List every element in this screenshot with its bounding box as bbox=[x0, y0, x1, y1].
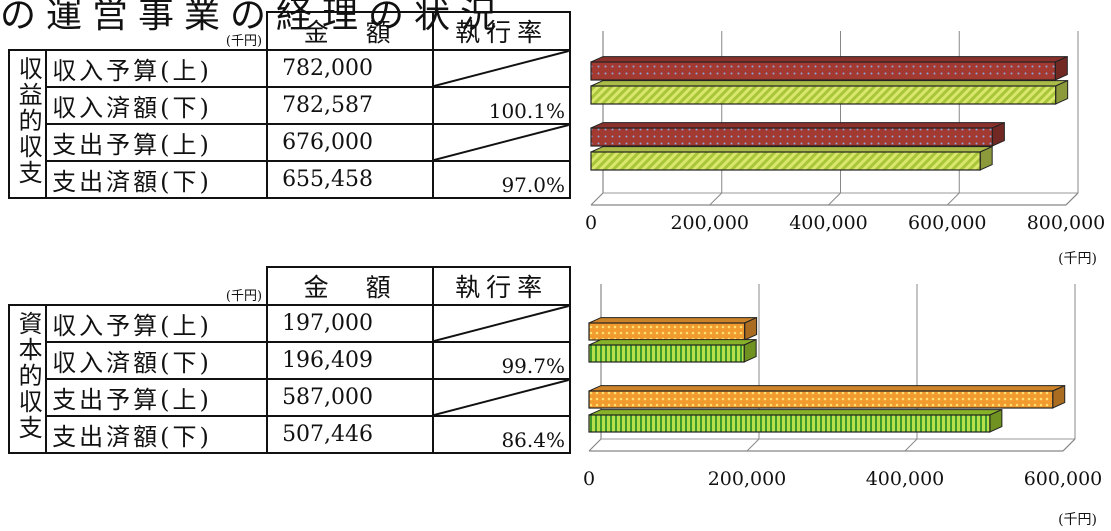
row-amount: 196,409 bbox=[266, 341, 435, 380]
row-rate: 99.7% bbox=[432, 341, 571, 380]
gridline-floor bbox=[746, 438, 760, 452]
x-tick-label: 200,000 bbox=[708, 468, 787, 490]
revenue-bar-chart: 0 200,000 400,000 600,000 800,000 (千円) bbox=[585, 31, 1105, 267]
gridline-floor bbox=[946, 192, 960, 206]
gridline-floor bbox=[904, 438, 918, 452]
row-rate: 97.0% bbox=[432, 160, 571, 199]
row-label: 支出済額(下) bbox=[45, 415, 269, 454]
section-label-text: 資本的収支 bbox=[14, 310, 43, 441]
row-label: 支出済額(下) bbox=[45, 160, 269, 199]
bar bbox=[588, 384, 1066, 409]
x-tick-label: 600,000 bbox=[1024, 468, 1103, 490]
x-tick-label: 800,000 bbox=[1027, 212, 1106, 234]
bar bbox=[590, 79, 1069, 105]
bar bbox=[588, 408, 1003, 433]
row-label: 収入予算(上) bbox=[45, 304, 269, 343]
section-label-text: 収益的収支 bbox=[14, 55, 43, 186]
bar bbox=[590, 145, 993, 171]
rate-empty-cell bbox=[432, 49, 571, 88]
section-label: 収益的収支 bbox=[7, 49, 48, 199]
gridline-floor bbox=[1062, 438, 1076, 452]
x-unit-label: (千円) bbox=[1058, 251, 1097, 267]
section-label: 資本的収支 bbox=[7, 304, 48, 454]
rate-header: 執行率 bbox=[432, 266, 571, 306]
row-amount: 782,000 bbox=[266, 49, 435, 88]
unit-label: (千円) bbox=[225, 34, 263, 49]
bar bbox=[588, 338, 757, 363]
bar bbox=[590, 55, 1068, 81]
gridline-floor bbox=[828, 192, 841, 206]
capital-bar-chart: 0 200,000 400,000 600,000 (千円) bbox=[583, 284, 1102, 528]
row-rate: 100.1% bbox=[432, 86, 571, 125]
row-amount: 676,000 bbox=[266, 123, 435, 162]
capital-expenditure-table: (千円) 金 額 執行率 資本的収支 収入予算(上) 197,000 収入済額(… bbox=[7, 266, 571, 454]
bar bbox=[588, 316, 758, 341]
x-tick-label: 200,000 bbox=[670, 212, 749, 234]
x-tick-label: 600,000 bbox=[908, 212, 987, 234]
row-amount: 655,458 bbox=[266, 160, 435, 199]
gridline-floor bbox=[709, 192, 723, 206]
bar bbox=[590, 121, 1005, 147]
rate-header: 執行率 bbox=[432, 11, 571, 51]
x-tick-label: 0 bbox=[583, 468, 595, 490]
gridline-floor bbox=[1065, 192, 1079, 206]
row-label: 収入予算(上) bbox=[45, 49, 269, 88]
unit-label: (千円) bbox=[225, 289, 263, 304]
rate-empty-cell bbox=[432, 304, 571, 343]
x-tick-label: 400,000 bbox=[789, 212, 868, 234]
x-unit-label: (千円) bbox=[1058, 512, 1097, 528]
x-tick-label: 0 bbox=[585, 212, 597, 234]
amount-header: 金 額 bbox=[266, 266, 435, 306]
row-amount: 507,446 bbox=[266, 415, 435, 454]
row-label: 収入済額(下) bbox=[45, 86, 269, 125]
row-label: 支出予算(上) bbox=[45, 123, 269, 162]
rate-empty-cell bbox=[432, 123, 571, 162]
row-rate: 86.4% bbox=[432, 415, 571, 454]
row-label: 収入済額(下) bbox=[45, 341, 269, 380]
revenue-expenditure-table: (千円) 金 額 執行率 収益的収支 収入予算(上) 782,000 収入済額(… bbox=[7, 11, 571, 199]
rate-empty-cell bbox=[432, 378, 571, 417]
row-amount: 197,000 bbox=[266, 304, 435, 343]
row-label: 支出予算(上) bbox=[45, 378, 269, 417]
row-amount: 782,587 bbox=[266, 86, 435, 125]
row-amount: 587,000 bbox=[266, 378, 435, 417]
amount-header: 金 額 bbox=[266, 11, 435, 51]
x-tick-label: 400,000 bbox=[866, 468, 945, 490]
